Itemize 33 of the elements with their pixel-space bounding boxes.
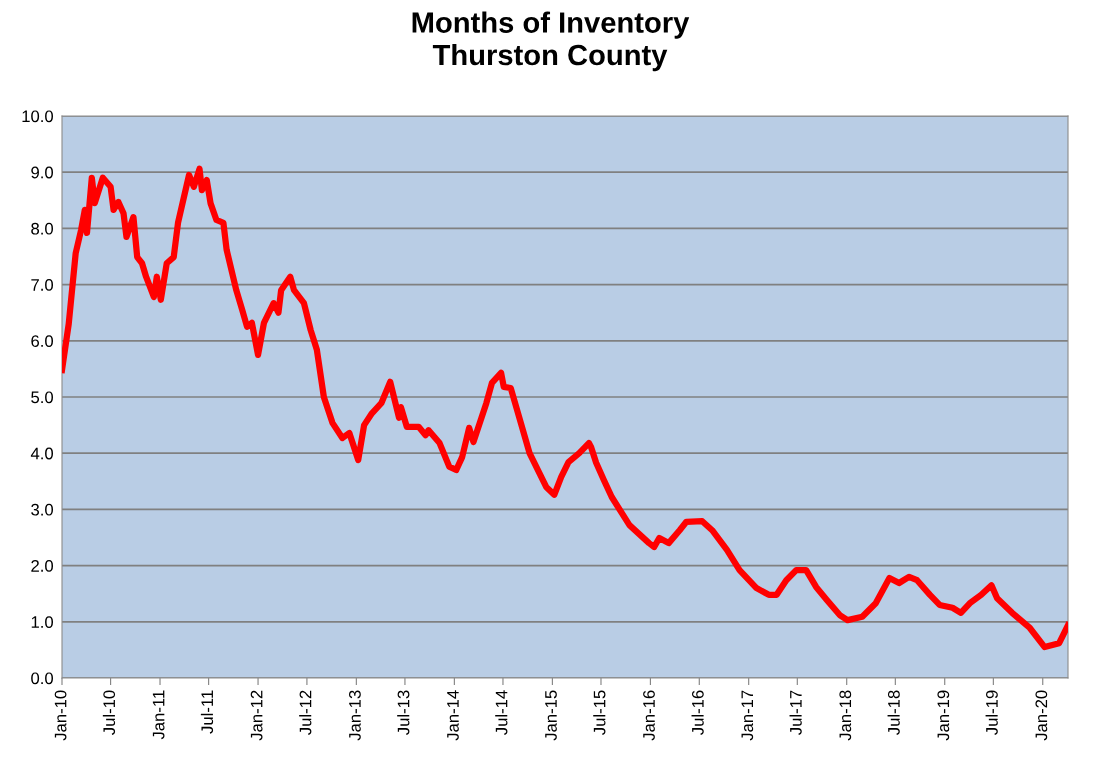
y-tick-label: 1.0 (31, 616, 54, 628)
x-tick-label: Jan-18 (839, 690, 852, 741)
x-tick-label: Jan-15 (545, 690, 557, 741)
x-tick-label: Jan-20 (1035, 690, 1048, 741)
chart-title: Months of Inventory Thurston County (412, 11, 690, 72)
y-tick-label: 2.0 (31, 560, 54, 572)
y-tick-label: 5.0 (31, 391, 54, 404)
x-tick-label: Jul-12 (299, 690, 312, 735)
x-tick-label: Jan-13 (349, 690, 361, 741)
x-tick-label: Jul-17 (789, 690, 802, 735)
x-tick-label: Jul-14 (495, 690, 508, 735)
y-tick-label: 6.0 (31, 335, 54, 347)
y-tick-label: 4.0 (30, 447, 54, 460)
x-tick-label: Jul-18 (887, 690, 900, 735)
x-tick-label: Jul-10 (102, 690, 116, 735)
x-tick-label: Jul-19 (985, 690, 998, 735)
x-tick-label: Jan-19 (937, 690, 950, 741)
x-tick-label: Jan-12 (250, 690, 263, 741)
x-tick-label: Jan-16 (643, 690, 655, 741)
x-tick-label: Jul-11 (200, 690, 214, 734)
x-tick-label: Jul-15 (593, 690, 606, 735)
x-tick-label: Jan-17 (741, 690, 754, 741)
x-tick-label: Jan-11 (152, 690, 165, 740)
y-tick-label: 3.0 (31, 503, 54, 516)
x-tick-label: Jul-16 (691, 690, 704, 735)
x-tick-label: Jan-14 (447, 690, 459, 741)
x-tick-label: Jul-13 (397, 690, 410, 735)
x-tick-label: Jan-10 (54, 690, 67, 741)
y-tick-label: 0.0 (31, 672, 54, 685)
y-tick-label: 8.0 (31, 222, 54, 235)
y-tick-label: 10.0 (22, 110, 54, 123)
y-tick-label: 7.0 (31, 279, 54, 291)
y-tick-label: 9.0 (31, 166, 54, 179)
